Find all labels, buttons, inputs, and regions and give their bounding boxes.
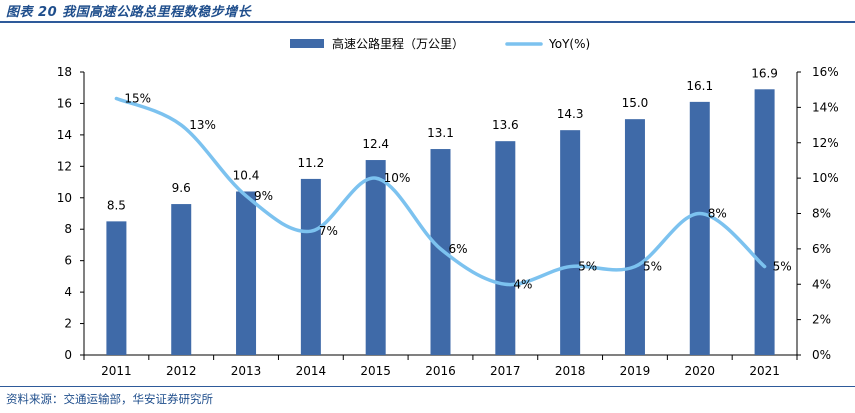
yoy-data-label: 4% [513,277,532,291]
bar [430,149,451,355]
bar [171,204,192,355]
footer-divider [0,386,855,387]
bar-data-label: 11.2 [298,156,325,170]
left-axis-tick-label: 12 [57,159,72,173]
left-axis-tick-label: 4 [64,285,72,299]
title-divider [0,21,855,23]
bar [365,160,386,355]
right-axis-tick-label: 16% [812,65,839,79]
legend-label-bar: 高速公路里程（万公里） [332,36,464,51]
chart-canvas: 0 2 4 6 8 10 12 14 16 18 0% 2% 4% 6% 8% 10% 12% 14% 16% 201… [57,36,839,378]
yoy-line [114,96,767,287]
bar-data-label: 16.9 [751,66,778,80]
x-axis-tick-label: 2013 [231,364,262,378]
legend-label-line: YoY(%) [548,37,590,51]
source-note: 资料来源：交通运输部，华安证券研究所 [6,392,213,406]
x-axis-tick-label: 2012 [166,364,197,378]
left-axis-tick-label: 0 [64,348,72,362]
yoy-data-label: 13% [189,118,216,132]
right-axis-tick-label: 2% [812,313,831,327]
left-axis-tick-label: 14 [57,128,72,142]
x-axis-tick-label: 2011 [101,364,132,378]
bar-data-label: 8.5 [107,198,126,212]
yoy-data-label: 7% [319,224,338,238]
x-axis-tick-label: 2015 [360,364,391,378]
left-axis-tick-label: 8 [64,222,72,236]
yoy-data-label: 5% [643,260,662,274]
left-axis-tick-label: 2 [64,317,72,331]
right-axis-tick-label: 0% [812,348,831,362]
left-axis-tick-label: 6 [64,254,72,268]
bar-data-label: 9.6 [172,181,191,195]
left-axis-tick-label: 10 [57,191,72,205]
right-axis-tick-label: 12% [812,136,839,150]
bar [106,221,127,355]
x-axis-tick-label: 2018 [555,364,586,378]
legend-swatch-bar [290,39,324,48]
bar-data-label: 13.6 [492,118,519,132]
right-axis-tick-label: 10% [812,171,839,185]
x-axis-tick-label: 2021 [749,364,780,378]
x-axis-tick-label: 2019 [620,364,651,378]
yoy-data-label: 5% [578,260,597,274]
bar-data-label: 15.0 [622,96,649,110]
bar [560,130,581,355]
bar-data-label: 10.4 [233,168,260,182]
yoy-data-label: 9% [254,189,273,203]
bar [754,89,775,356]
bar [300,178,321,355]
x-axis-tick-label: 2014 [296,364,327,378]
bar [689,101,710,355]
bar-data-label: 13.1 [427,126,454,140]
right-axis-tick-label: 14% [812,100,839,114]
yoy-data-label: 8% [708,207,727,221]
yoy-data-label: 15% [124,92,151,106]
chart-title: 图表 20 我国高速公路总里程数稳步增长 [6,5,252,20]
right-axis-tick-label: 4% [812,277,831,291]
left-axis-tick-label: 16 [57,96,72,110]
bar-data-label: 16.1 [686,79,713,93]
yoy-data-label: 10% [384,171,411,185]
x-axis-tick-label: 2016 [425,364,456,378]
bar [495,141,516,355]
right-axis-tick-label: 6% [812,242,831,256]
left-axis-tick-label: 18 [57,65,72,79]
bar [624,119,645,356]
yoy-data-label: 6% [449,242,468,256]
yoy-data-label: 5% [773,260,792,274]
bar [236,191,257,355]
x-axis-tick-label: 2020 [684,364,715,378]
x-axis-tick-label: 2017 [490,364,521,378]
right-axis-tick-label: 8% [812,207,831,221]
bar-data-label: 14.3 [557,107,584,121]
bar-data-label: 12.4 [362,137,389,151]
